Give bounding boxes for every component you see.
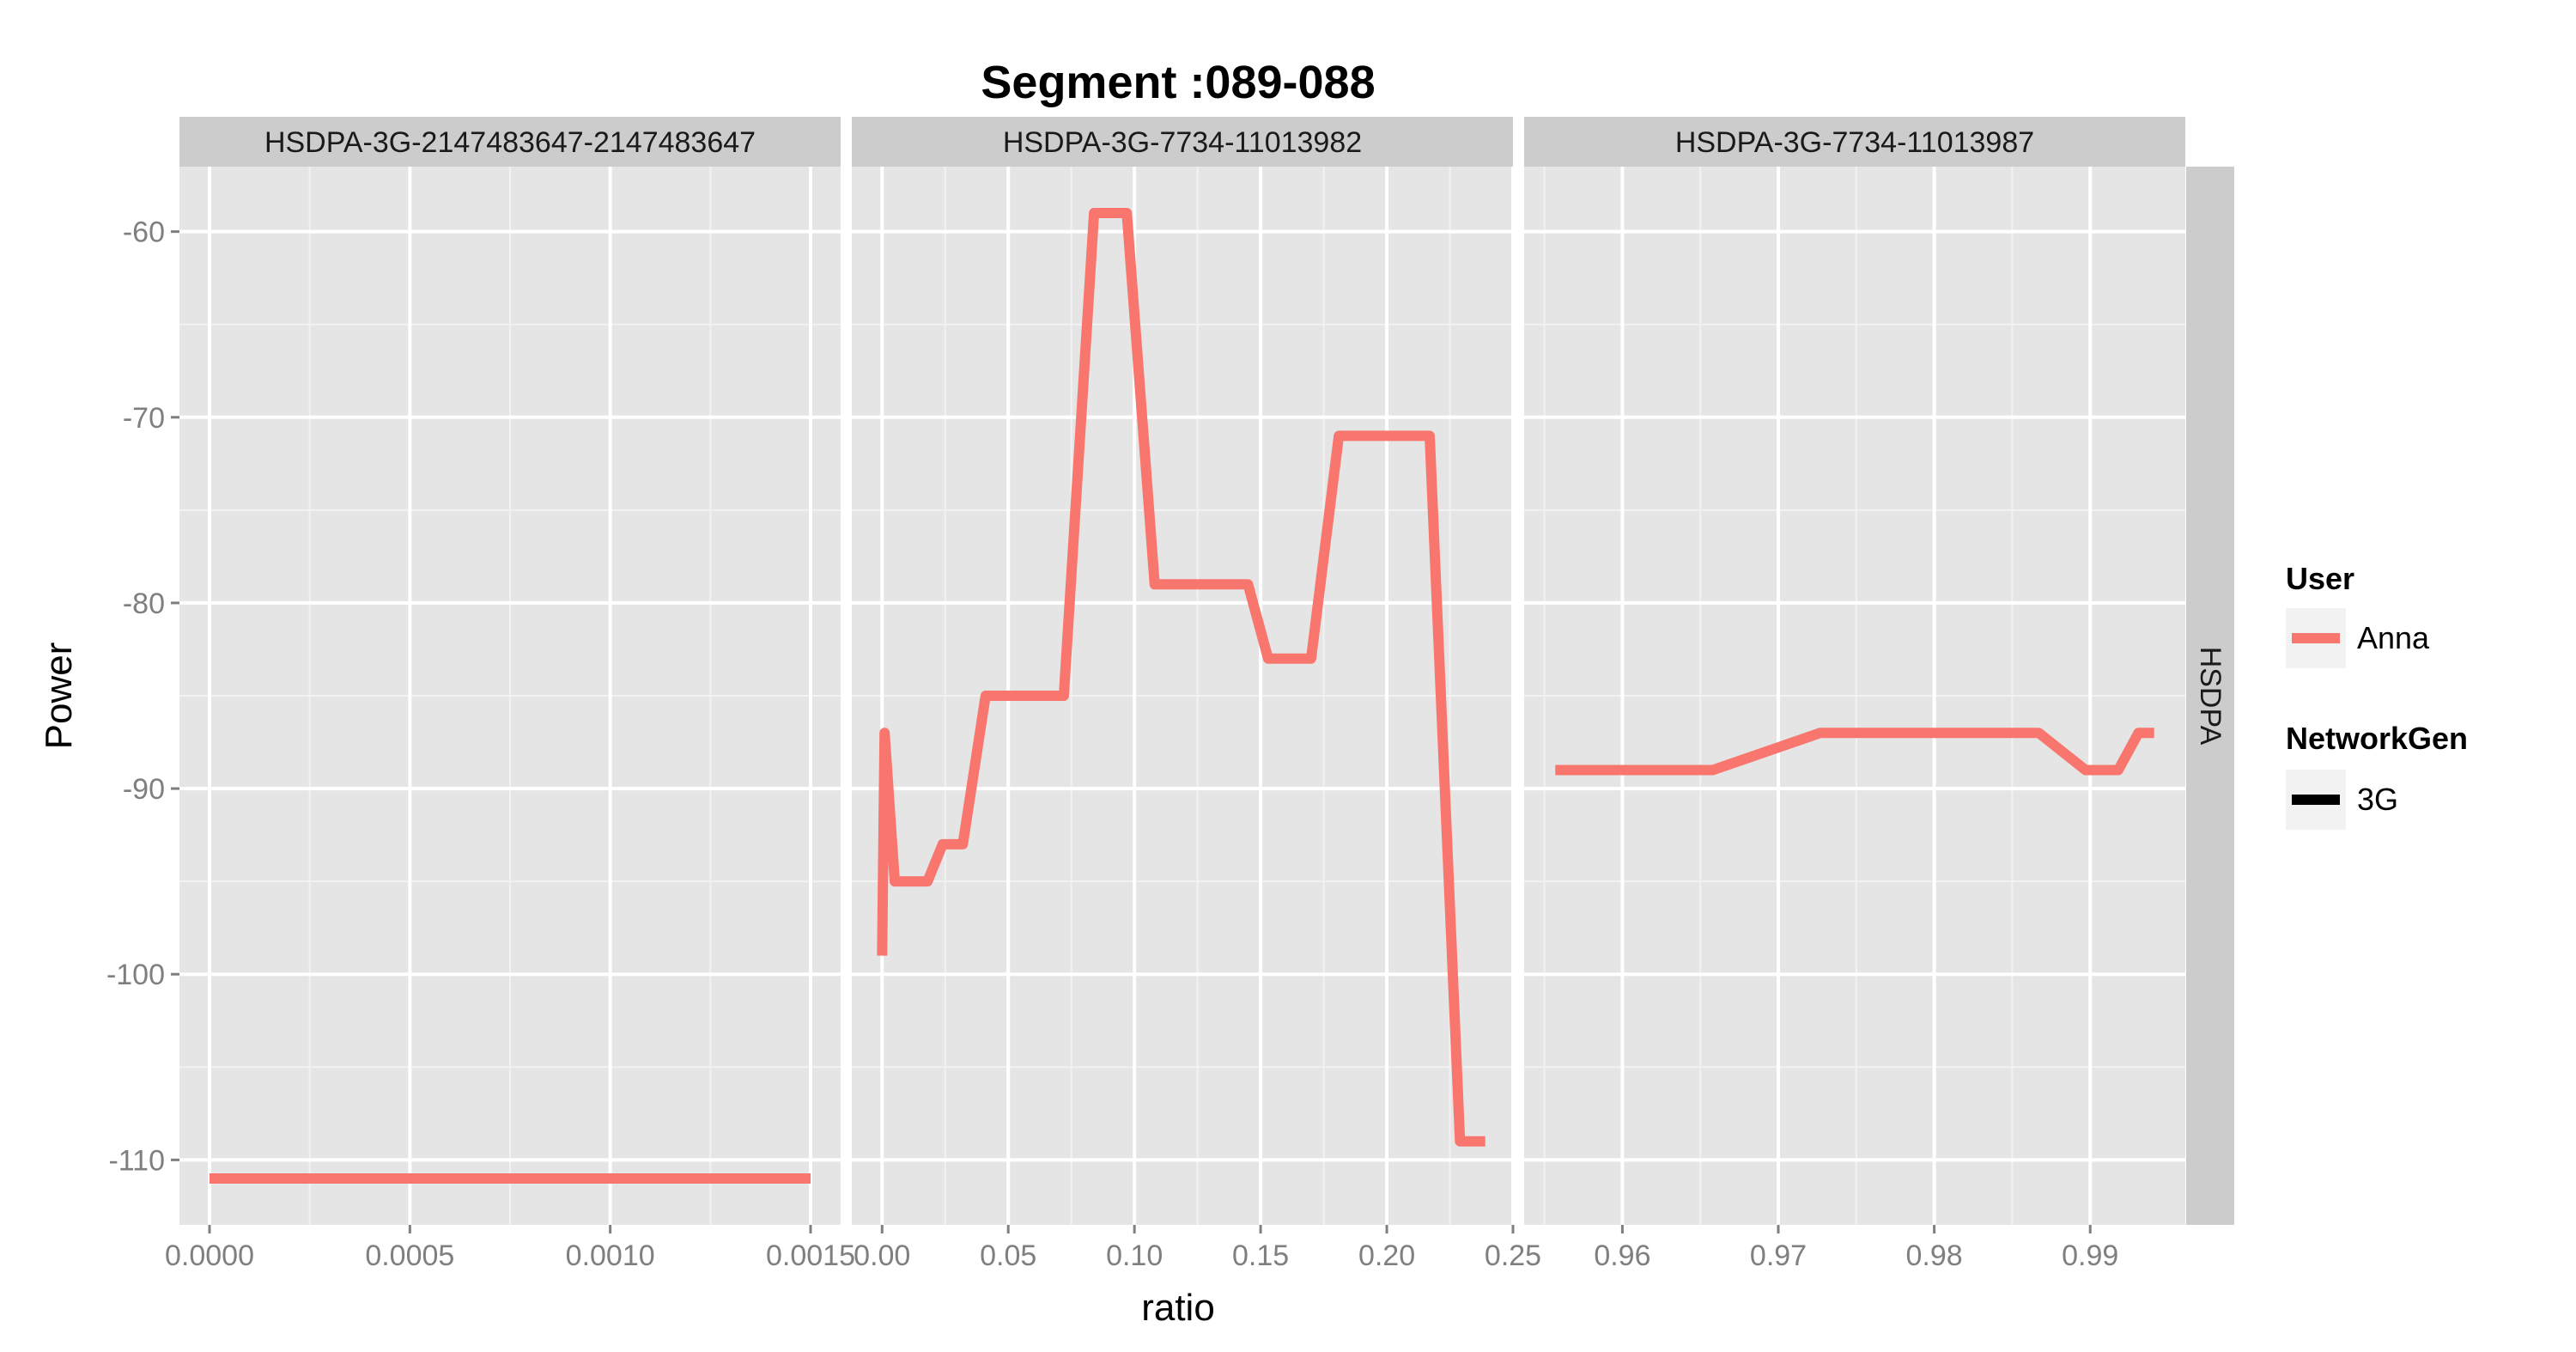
panel-strip-background [179, 117, 841, 167]
x-tick-label: 0.0010 [566, 1239, 655, 1272]
x-tick-label: 0.99 [2062, 1239, 2118, 1272]
y-tick-label: -100 [106, 959, 165, 991]
x-tick-label: 0.0005 [365, 1239, 454, 1272]
series-line-anna [1555, 728, 2154, 776]
x-tick-label: 0.15 [1232, 1239, 1289, 1272]
x-tick-label: 0.97 [1750, 1239, 1807, 1272]
x-tick-label: 0.96 [1594, 1239, 1650, 1272]
row-strip-label: HSDPA [2194, 647, 2227, 746]
panels: HSDPA-3G-2147483647-2147483647 0.0000 0.00… [165, 117, 2185, 1272]
panel-2: HSDPA-3G-7734-11013982 0.00 0.05 0.10 0.15 0.… [852, 117, 1541, 1272]
x-tick-label: 0.00 [854, 1239, 910, 1272]
y-tick-label: -60 [123, 216, 165, 249]
panel-strip-background [1524, 117, 2185, 167]
series-line-anna [877, 208, 1485, 1147]
panel-strip-label: HSDPA-3G-7734-11013982 [1003, 126, 1362, 159]
panel-1: HSDPA-3G-2147483647-2147483647 0.0000 0.00… [165, 117, 855, 1272]
y-axis: -60 -70 -80 -90 -100 -110 [106, 216, 179, 1177]
legend-label-3g: 3G [2357, 782, 2398, 817]
legend-label-anna: Anna [2357, 620, 2430, 655]
panel-3: HSDPA-3G-7734-11013987 0.96 0.97 0.98 0.99 [1524, 117, 2185, 1272]
x-tick-label: 0.05 [980, 1239, 1036, 1272]
panel-strip-label: HSDPA-3G-7734-11013987 [1675, 126, 2034, 159]
legend-title-networkgen: NetworkGen [2286, 721, 2468, 756]
y-axis-title: Power [38, 643, 80, 750]
y-tick-label: -70 [123, 402, 165, 435]
chart-title: Segment :089-088 [981, 57, 1375, 108]
x-tick-label: 0.0015 [766, 1239, 855, 1272]
legend-title-user: User [2286, 561, 2354, 596]
x-tick-label: 0.98 [1906, 1239, 1963, 1272]
panel-strip-label: HSDPA-3G-2147483647-2147483647 [264, 126, 756, 159]
panel-strip-background [852, 117, 1513, 167]
x-axis-title: ratio [1141, 1287, 1215, 1329]
row-strip-background [2186, 167, 2234, 1225]
y-tick-label: -80 [123, 588, 165, 620]
x-tick-label: 0.10 [1106, 1239, 1163, 1272]
y-tick-label: -90 [123, 773, 165, 806]
legend: User Anna NetworkGen 3G [2286, 561, 2468, 830]
x-tick-label: 0.20 [1358, 1239, 1415, 1272]
y-tick-label: -110 [108, 1144, 165, 1177]
x-tick-label: 0.25 [1485, 1239, 1541, 1272]
x-tick-label: 0.0000 [165, 1239, 254, 1272]
